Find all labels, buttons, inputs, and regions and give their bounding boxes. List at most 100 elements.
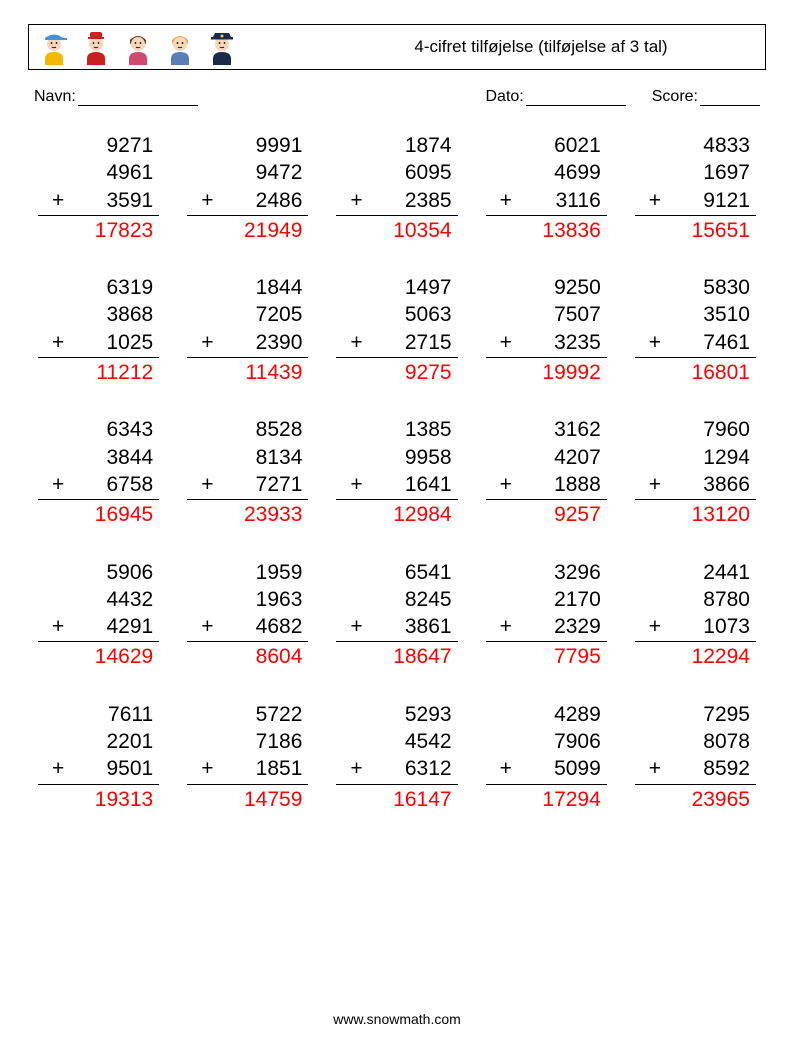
person-icon <box>165 29 195 65</box>
plus-sign: + <box>187 613 213 640</box>
plus-sign: + <box>486 755 512 782</box>
answer: 19313 <box>38 785 159 813</box>
operand-1: 6541 <box>336 559 457 586</box>
operand-1: 9271 <box>38 132 159 159</box>
operand-2: 1697 <box>635 159 756 186</box>
answer: 18647 <box>336 642 457 670</box>
operand-1: 7960 <box>635 416 756 443</box>
operand-3: +2385 <box>336 187 457 216</box>
operand-1: 3296 <box>486 559 607 586</box>
operand-2: 4699 <box>486 159 607 186</box>
plus-sign: + <box>38 613 64 640</box>
operand-1: 6021 <box>486 132 607 159</box>
addition-problem: 4833 1697 +9121 15651 <box>635 132 756 244</box>
problems-grid: 9271 4961 +3591 17823 9991 9472 +2486 21… <box>28 132 766 813</box>
score-field: Score: <box>652 88 760 106</box>
plus-sign: + <box>38 329 64 356</box>
operand-3: +1025 <box>38 329 159 358</box>
addition-problem: 8528 8134 +7271 23933 <box>187 416 308 528</box>
plus-sign: + <box>486 471 512 498</box>
operand-3: +3861 <box>336 613 457 642</box>
addition-problem: 6541 8245 +3861 18647 <box>336 559 457 671</box>
operand-3: +1641 <box>336 471 457 500</box>
operand-3: +2390 <box>187 329 308 358</box>
operand-2: 3510 <box>635 301 756 328</box>
plus-sign: + <box>187 755 213 782</box>
operand-2: 7205 <box>187 301 308 328</box>
operand-3: +2486 <box>187 187 308 216</box>
answer: 9257 <box>486 500 607 528</box>
plus-sign: + <box>635 187 661 214</box>
header-box: 4-cifret tilføjelse (tilføjelse af 3 tal… <box>28 24 766 70</box>
addition-problem: 1385 9958 +1641 12984 <box>336 416 457 528</box>
operand-2: 8245 <box>336 586 457 613</box>
operand-1: 9991 <box>187 132 308 159</box>
answer: 11439 <box>187 358 308 386</box>
addition-problem: 9991 9472 +2486 21949 <box>187 132 308 244</box>
operand-1: 5830 <box>635 274 756 301</box>
operand-3: +9121 <box>635 187 756 216</box>
operand-2: 3844 <box>38 444 159 471</box>
operand-3: +4291 <box>38 613 159 642</box>
operand-2: 5063 <box>336 301 457 328</box>
addition-problem: 2441 8780 +1073 12294 <box>635 559 756 671</box>
answer: 17294 <box>486 785 607 813</box>
operand-2: 4207 <box>486 444 607 471</box>
operand-1: 2441 <box>635 559 756 586</box>
operand-1: 7611 <box>38 701 159 728</box>
plus-sign: + <box>635 755 661 782</box>
operand-2: 2170 <box>486 586 607 613</box>
operand-1: 7295 <box>635 701 756 728</box>
operand-3: +5099 <box>486 755 607 784</box>
operand-1: 8528 <box>187 416 308 443</box>
answer: 12984 <box>336 500 457 528</box>
addition-problem: 3162 4207 +1888 9257 <box>486 416 607 528</box>
info-row: Navn: Dato: Score: <box>28 88 766 106</box>
addition-problem: 6343 3844 +6758 16945 <box>38 416 159 528</box>
addition-problem: 1874 6095 +2385 10354 <box>336 132 457 244</box>
operand-3: +1851 <box>187 755 308 784</box>
answer: 13836 <box>486 216 607 244</box>
operand-2: 8134 <box>187 444 308 471</box>
operand-1: 1385 <box>336 416 457 443</box>
plus-sign: + <box>635 613 661 640</box>
plus-sign: + <box>486 329 512 356</box>
operand-2: 6095 <box>336 159 457 186</box>
operand-3: +2715 <box>336 329 457 358</box>
person-icon <box>39 29 69 65</box>
plus-sign: + <box>38 187 64 214</box>
operand-1: 1959 <box>187 559 308 586</box>
date-field: Dato: <box>486 88 626 106</box>
answer: 16945 <box>38 500 159 528</box>
answer: 12294 <box>635 642 756 670</box>
plus-sign: + <box>635 329 661 356</box>
operand-1: 1844 <box>187 274 308 301</box>
operand-3: +9501 <box>38 755 159 784</box>
operand-1: 5722 <box>187 701 308 728</box>
addition-problem: 5293 4542 +6312 16147 <box>336 701 457 813</box>
addition-problem: 1844 7205 +2390 11439 <box>187 274 308 386</box>
operand-3: +3591 <box>38 187 159 216</box>
people-icons-row <box>39 29 237 65</box>
operand-2: 7186 <box>187 728 308 755</box>
score-label: Score: <box>652 88 698 105</box>
operand-1: 6319 <box>38 274 159 301</box>
name-label: Navn: <box>34 88 76 105</box>
answer: 10354 <box>336 216 457 244</box>
answer: 21949 <box>187 216 308 244</box>
operand-3: +1073 <box>635 613 756 642</box>
operand-2: 8078 <box>635 728 756 755</box>
answer: 19992 <box>486 358 607 386</box>
addition-problem: 5722 7186 +1851 14759 <box>187 701 308 813</box>
operand-1: 3162 <box>486 416 607 443</box>
operand-2: 1963 <box>187 586 308 613</box>
addition-problem: 6021 4699 +3116 13836 <box>486 132 607 244</box>
operand-1: 6343 <box>38 416 159 443</box>
operand-2: 3868 <box>38 301 159 328</box>
operand-3: +1888 <box>486 471 607 500</box>
plus-sign: + <box>336 187 362 214</box>
answer: 7795 <box>486 642 607 670</box>
operand-2: 4961 <box>38 159 159 186</box>
operand-2: 7906 <box>486 728 607 755</box>
operand-2: 7507 <box>486 301 607 328</box>
